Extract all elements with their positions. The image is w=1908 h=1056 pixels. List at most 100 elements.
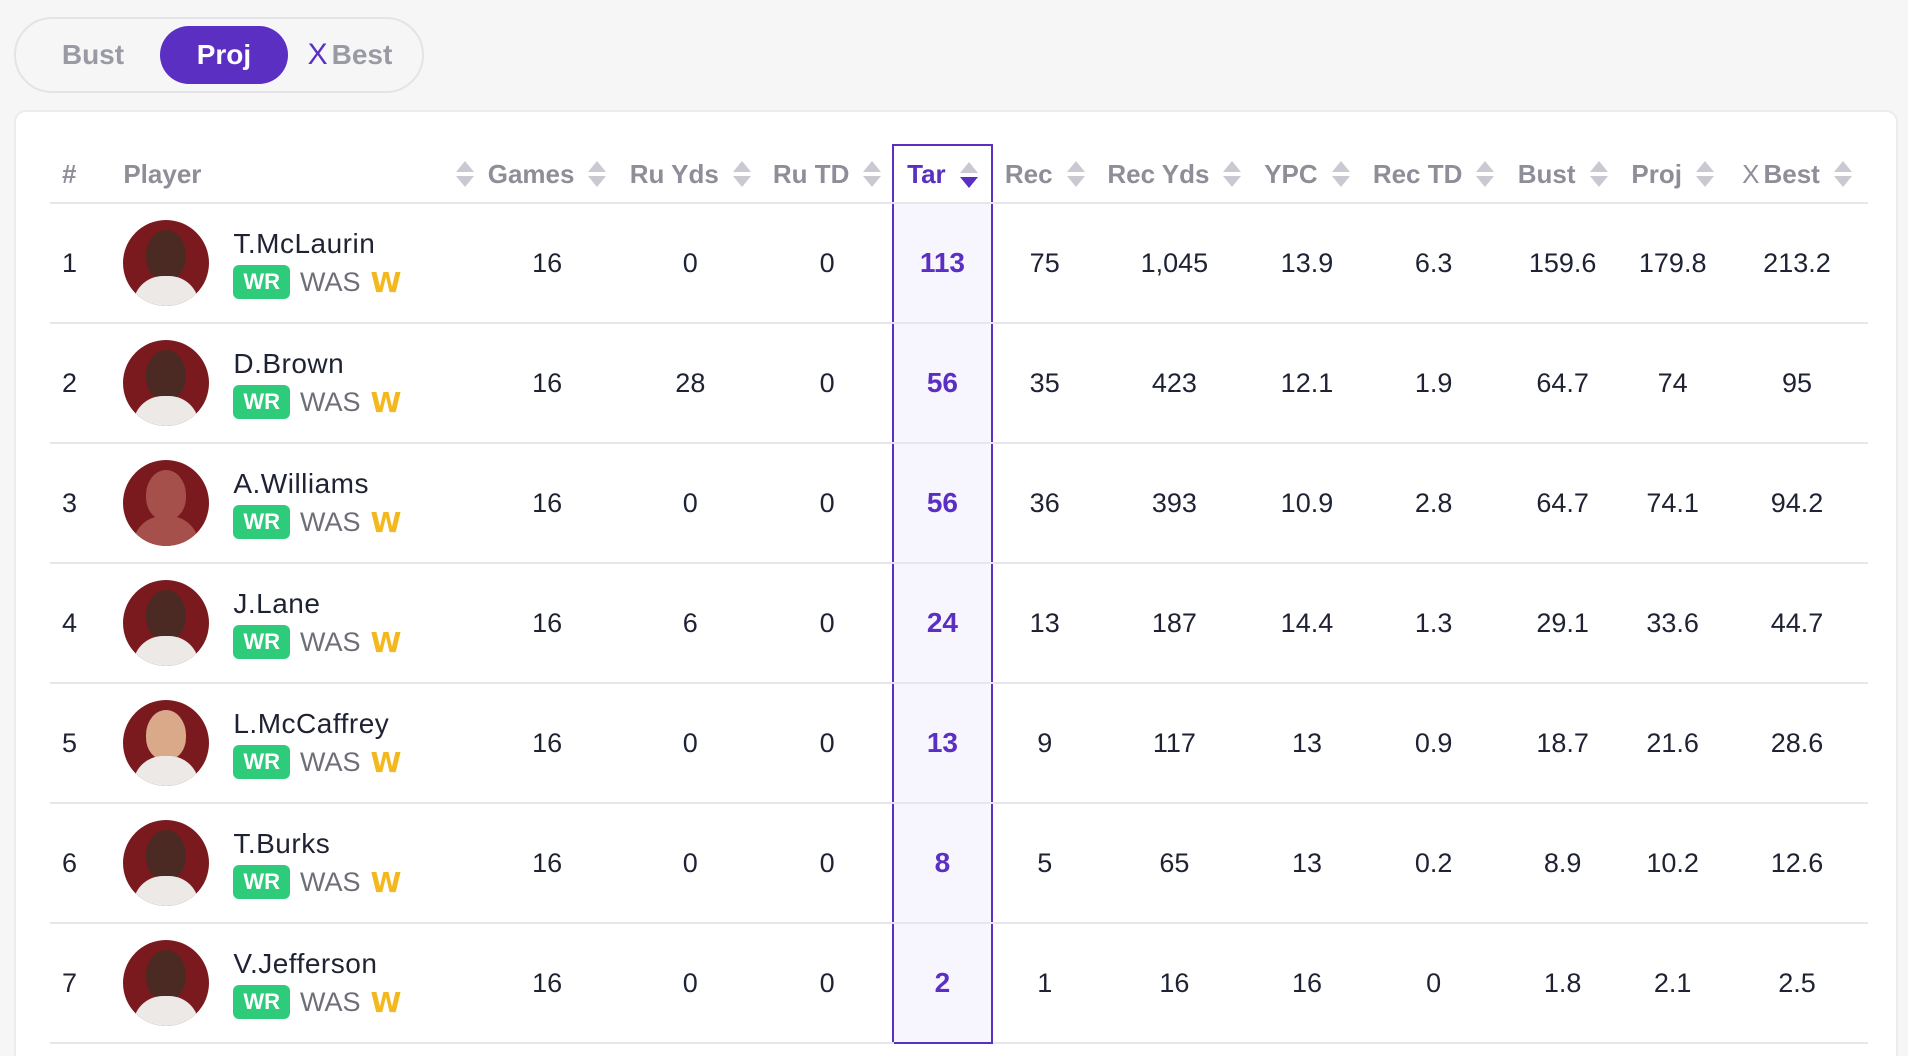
toggle-proj-button[interactable]: Proj: [159, 26, 288, 84]
sort-icon[interactable]: [1833, 159, 1852, 189]
player-avatar: [123, 940, 210, 1026]
rec-cell: 9: [992, 683, 1097, 804]
table-row[interactable]: 6 T.Burks WR WAS W 16 0 0 8 5 65 13 0.2 8.9 10.2 12.6: [50, 803, 1868, 924]
sort-icon[interactable]: [1589, 159, 1608, 189]
player-cell[interactable]: A.Williams WR WAS W: [97, 443, 477, 564]
games-cell: 16: [476, 323, 619, 444]
ru-td-cell: 0: [762, 683, 893, 804]
sort-icon[interactable]: [1223, 159, 1242, 189]
player-name[interactable]: T.McLaurin: [233, 228, 376, 259]
bust-cell: 29.1: [1505, 563, 1620, 684]
player-stats-card: # Player Games Ru Yds Ru TD Tar Rec Rec …: [14, 110, 1898, 1056]
bust-cell: 8.9: [1505, 803, 1620, 924]
rec-td-cell: 6.3: [1361, 203, 1506, 324]
sort-icon[interactable]: [1476, 159, 1495, 189]
proj-cell: 33.6: [1619, 563, 1726, 684]
player-avatar: [123, 340, 210, 426]
sort-icon[interactable]: [732, 159, 751, 189]
player-name[interactable]: D.Brown: [233, 348, 345, 379]
header-rec-yds[interactable]: Rec Yds: [1096, 145, 1253, 204]
team-abbr: WAS: [300, 986, 361, 1017]
toggle-bust-button[interactable]: Bust: [61, 39, 125, 70]
sort-icon[interactable]: [456, 159, 475, 189]
tar-cell: 56: [891, 443, 994, 564]
header-games[interactable]: Games: [476, 145, 619, 204]
table-row[interactable]: 5 L.McCaffrey WR WAS W 16 0 0 13 9 117 13 0.9 18.7 21.…: [50, 683, 1868, 804]
rank-cell: 4: [50, 563, 98, 684]
header-best-label: Best: [1763, 158, 1820, 189]
table-row[interactable]: 4 J.Lane WR WAS W 16 6 0 24 13 187 14.4 1.3 29.1 33.6 4…: [50, 563, 1868, 684]
tar-cell: 24: [891, 563, 994, 684]
sort-icon[interactable]: [588, 159, 607, 189]
header-proj[interactable]: Proj: [1619, 145, 1726, 204]
ru-yds-cell: 0: [618, 803, 763, 924]
team-logo-icon: W: [370, 985, 402, 1019]
player-name[interactable]: L.McCaffrey: [233, 708, 390, 739]
player-cell[interactable]: V.Jefferson WR WAS W: [97, 923, 477, 1044]
ru-yds-cell: 28: [618, 323, 763, 444]
best-cell: 213.2: [1725, 203, 1868, 324]
player-avatar: [123, 700, 210, 786]
player-name[interactable]: V.Jefferson: [233, 948, 378, 979]
rec-td-cell: 1.9: [1361, 323, 1506, 444]
player-cell[interactable]: T.McLaurin WR WAS W: [97, 203, 477, 324]
ypc-cell: 14.4: [1252, 563, 1362, 684]
player-name[interactable]: J.Lane: [233, 588, 321, 619]
x-brand-icon: X: [307, 38, 328, 71]
rank-cell: 7: [50, 923, 98, 1044]
header-player[interactable]: Player: [97, 145, 477, 204]
header-ru-yds[interactable]: Ru Yds: [618, 145, 763, 204]
rec-td-cell: 2.8: [1361, 443, 1506, 564]
position-badge: WR: [233, 985, 290, 1019]
rec-yds-cell: 187: [1096, 563, 1253, 684]
sort-desc-icon[interactable]: [959, 160, 978, 190]
best-cell: 28.6: [1725, 683, 1868, 804]
header-rec-td[interactable]: Rec TD: [1361, 145, 1506, 204]
rec-td-cell: 0: [1361, 923, 1506, 1044]
table-row[interactable]: 1 T.McLaurin WR WAS W 16 0 0 113 75 1,045 13.9 6.3 15…: [50, 203, 1868, 324]
header-rank: #: [50, 145, 98, 204]
header-bust[interactable]: Bust: [1505, 145, 1620, 204]
player-name[interactable]: T.Burks: [233, 828, 331, 859]
toggle-best-button[interactable]: X Best: [288, 26, 412, 84]
ypc-cell: 13.9: [1252, 203, 1362, 324]
header-best[interactable]: X Best: [1725, 145, 1868, 204]
table-row[interactable]: 2 D.Brown WR WAS W 16 28 0 56 35 423 12.1 1.9 64.7 74 9…: [50, 323, 1868, 444]
player-name[interactable]: A.Williams: [233, 468, 370, 499]
rec-cell: 75: [992, 203, 1097, 324]
table-row[interactable]: 3 A.Williams WR WAS W 16 0 0 56 36 393 10.9 2.8 64.7 7…: [50, 443, 1868, 564]
header-ypc[interactable]: YPC: [1252, 145, 1362, 204]
rec-td-cell: 1.3: [1361, 563, 1506, 684]
sort-icon[interactable]: [1331, 159, 1350, 189]
sort-icon[interactable]: [863, 159, 882, 189]
team-logo-icon: W: [370, 625, 402, 659]
rec-cell: 35: [992, 323, 1097, 444]
player-cell[interactable]: L.McCaffrey WR WAS W: [97, 683, 477, 804]
player-cell[interactable]: D.Brown WR WAS W: [97, 323, 477, 444]
header-ru-td[interactable]: Ru TD: [762, 145, 893, 204]
header-rec[interactable]: Rec: [992, 145, 1097, 204]
player-cell[interactable]: T.Burks WR WAS W: [97, 803, 477, 924]
bust-cell: 159.6: [1505, 203, 1620, 324]
games-cell: 16: [476, 563, 619, 684]
rec-yds-cell: 393: [1096, 443, 1253, 564]
rec-cell: 13: [992, 563, 1097, 684]
header-tar[interactable]: Tar: [891, 144, 994, 204]
table-row[interactable]: 7 V.Jefferson WR WAS W 16 0 0 2 1 16 16 0 1.8 2.1 2.5: [50, 923, 1868, 1044]
position-badge: WR: [233, 625, 290, 659]
tar-cell: 8: [891, 803, 994, 924]
table-header-row: # Player Games Ru Yds Ru TD Tar Rec Rec …: [50, 144, 1868, 204]
ypc-cell: 10.9: [1252, 443, 1362, 564]
team-logo-icon: W: [370, 745, 402, 779]
bust-cell: 18.7: [1505, 683, 1620, 804]
rec-cell: 36: [992, 443, 1097, 564]
team-logo-icon: W: [370, 865, 402, 899]
team-abbr: WAS: [300, 866, 361, 897]
sort-icon[interactable]: [1695, 159, 1714, 189]
best-cell: 94.2: [1725, 443, 1868, 564]
proj-cell: 74.1: [1619, 443, 1726, 564]
games-cell: 16: [476, 923, 619, 1044]
player-cell[interactable]: J.Lane WR WAS W: [97, 563, 477, 684]
team-abbr: WAS: [300, 626, 361, 657]
sort-icon[interactable]: [1066, 159, 1085, 189]
